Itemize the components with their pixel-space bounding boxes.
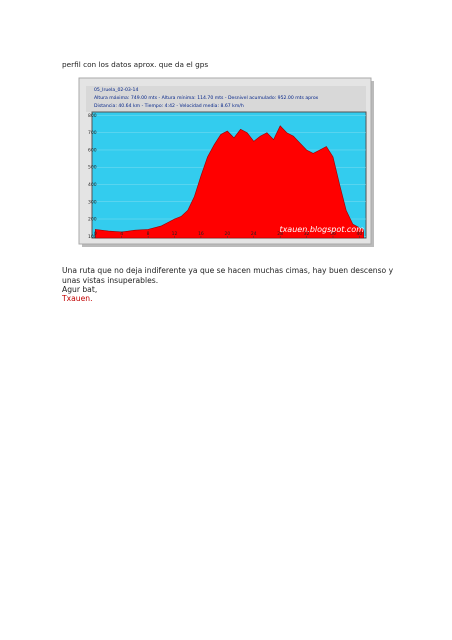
y-tick-label: 300 (88, 199, 97, 205)
elevation-area (95, 125, 364, 239)
x-tick-label: 0 (94, 231, 97, 237)
y-tick-label: 700 (88, 130, 97, 136)
signature: Txauen. (62, 294, 93, 303)
x-tick-label: 36 (330, 231, 336, 237)
y-tick-label: 500 (88, 165, 97, 171)
y-tick-label: 400 (88, 182, 97, 188)
y-tick-label: 600 (88, 147, 97, 153)
x-tick-label: 8 (147, 231, 150, 237)
x-tick-label: 28 (277, 231, 283, 237)
stats-line: Altura máxima: 749.00 mts - Altura mínim… (94, 94, 319, 101)
x-tick-label: 16 (198, 231, 204, 237)
y-tick-label: 100 (88, 234, 97, 240)
x-tick-label: 12 (172, 231, 178, 237)
y-tick-label: 200 (88, 217, 97, 223)
stats-line: Distancia: 40.64 km - Tiempo: 4:42 - Vel… (94, 103, 244, 109)
x-tick-label: 32 (304, 231, 310, 237)
paragraph: Una ruta que no deja indiferente ya que … (62, 266, 394, 285)
chart-title: 05_Iruela_02-03-14 (94, 87, 138, 93)
watermark: txauen.blogspot.com (279, 225, 364, 234)
x-tick-label: 24 (251, 231, 257, 237)
intro-text: perfil con los datos aprox. que da el gp… (62, 60, 209, 69)
x-tick-label: 20 (224, 231, 230, 237)
y-tick-label: 800 (88, 113, 97, 119)
x-tick-label: 4 (120, 231, 123, 237)
header-strip (86, 86, 366, 112)
x-tick-label: 40 (357, 231, 363, 237)
greeting: Agur bat, (62, 285, 98, 294)
